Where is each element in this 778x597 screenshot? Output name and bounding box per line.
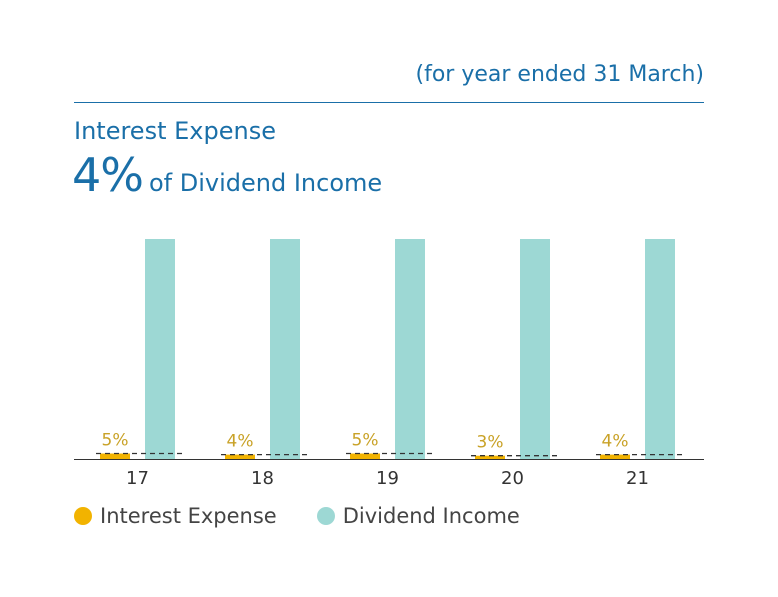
dividend-bar-21 <box>645 239 675 459</box>
header-divider <box>74 102 704 103</box>
period-note: (for year ended 31 March) <box>415 62 704 87</box>
interest-bar-20 <box>475 455 505 459</box>
dividend-bar-20 <box>520 239 550 459</box>
x-tick-label-21: 21 <box>626 468 649 489</box>
legend-swatch-dividend <box>316 507 335 525</box>
data-label-18: 4% <box>227 432 254 452</box>
data-label-17: 5% <box>102 431 129 451</box>
interest-bar-19 <box>350 453 380 459</box>
data-label-21: 4% <box>602 432 629 452</box>
interest-bar-17 <box>100 453 130 459</box>
interest-bar-18 <box>225 454 255 459</box>
dividend-bar-18 <box>270 239 300 459</box>
legend-swatch-interest <box>74 507 92 525</box>
x-tick-label-20: 20 <box>501 468 524 489</box>
legend-label-interest: Interest Expense <box>100 504 277 528</box>
legend-label-dividend: Dividend Income <box>342 504 520 528</box>
dividend-bar-19 <box>395 239 425 459</box>
x-tick-label-18: 18 <box>251 468 274 489</box>
legend-item-dividend: Dividend Income <box>316 504 520 528</box>
x-tick-label-19: 19 <box>376 468 399 489</box>
dividend-bar-17 <box>145 239 175 459</box>
headline-text: of Dividend Income <box>148 169 383 197</box>
data-label-20: 3% <box>477 433 504 453</box>
legend: Interest Expense Dividend Income <box>74 504 560 528</box>
legend-item-interest: Interest Expense <box>74 504 277 528</box>
headline: 4% of Dividend Income <box>72 148 382 202</box>
data-label-19: 5% <box>352 431 379 451</box>
x-tick-label-17: 17 <box>126 468 149 489</box>
interest-bar-21 <box>600 454 630 459</box>
headline-value: 4% <box>72 148 144 202</box>
chart-title: Interest Expense <box>74 117 276 145</box>
